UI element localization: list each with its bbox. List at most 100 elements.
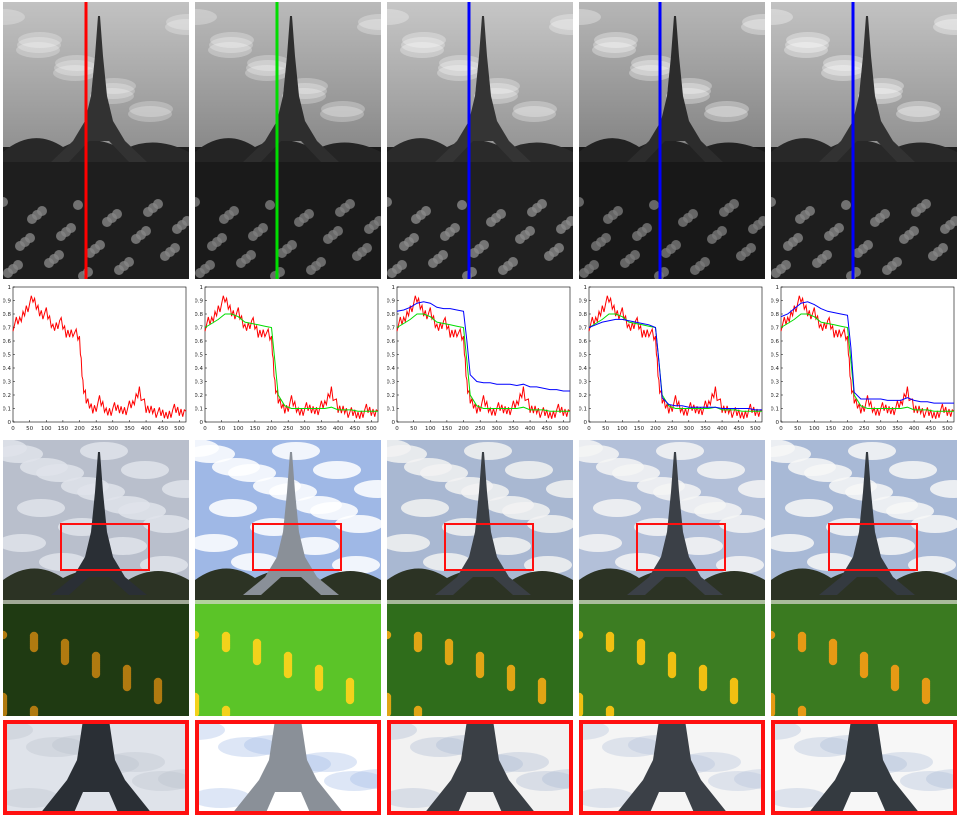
- profile-line-2: [276, 2, 279, 279]
- y-tick-label: 0.9: [387, 299, 395, 305]
- y-tick-label: 0.2: [3, 393, 11, 399]
- x-tick-label: 300: [300, 426, 311, 432]
- y-tick-label: 0.3: [387, 380, 395, 386]
- y-tick-label: 0.4: [195, 366, 203, 372]
- x-tick-label: 150: [442, 426, 453, 432]
- illumination-map-1: [3, 2, 189, 279]
- x-tick-label: 100: [617, 426, 628, 432]
- y-tick-label: 0.5: [3, 353, 11, 359]
- y-tick-label: 0.6: [579, 339, 587, 345]
- y-tick-label: 0.5: [387, 353, 395, 359]
- y-tick-label: 0.6: [3, 339, 11, 345]
- x-tick-label: 250: [475, 426, 486, 432]
- y-tick-label: 0.9: [3, 299, 11, 305]
- plot-frame: [13, 287, 186, 422]
- x-tick-label: 250: [667, 426, 678, 432]
- y-tick-label: 1: [584, 285, 588, 291]
- x-tick-label: 500: [366, 426, 377, 432]
- x-tick-label: 500: [942, 426, 953, 432]
- profile-plot-2: 0 0.1 0.2 0.3 0.4 0.5 0.6 0.7 0.8 0.9 1 0 50 100 150 20…: [195, 284, 381, 434]
- profile-plot-svg-4: 00.10.20.30.40.50.60.70.80.910 50 100 150 20…: [579, 284, 765, 434]
- profile-plot-svg-5: 0 0.1 0.2 0.3 0.4 0.5 0.6 0.7 0.8 0.9 1 0 50 100 150 20…: [771, 284, 957, 434]
- y-tick-label: 0.7: [579, 326, 587, 332]
- x-tick-label: 0: [587, 426, 591, 432]
- x-tick-label: 200: [458, 426, 469, 432]
- x-tick-label: 400: [525, 426, 536, 432]
- y-tick-label: 0.1: [771, 407, 779, 413]
- profile-plot-5: 0 0.1 0.2 0.3 0.4 0.5 0.6 0.7 0.8 0.9 1 0 50 100 150 20…: [771, 284, 957, 434]
- x-tick-label: 300: [684, 426, 695, 432]
- y-tick-label: 0.7: [3, 326, 11, 332]
- x-tick-label: 400: [141, 426, 152, 432]
- y-tick-label: 0.5: [771, 353, 779, 359]
- profile-plot-svg-2: 00.10.20.30.40.50.60.70.80.910 50 100 150 20…: [195, 284, 381, 434]
- profile-line-4: [659, 2, 662, 279]
- x-tick-label: 200: [266, 426, 277, 432]
- x-tick-label: 50: [218, 426, 225, 432]
- x-tick-label: 150: [826, 426, 837, 432]
- plot-frame: [397, 287, 570, 422]
- plot-frame: [589, 287, 762, 422]
- x-tick-label: 150: [634, 426, 645, 432]
- y-tick-label: 0.7: [771, 326, 779, 332]
- zoomed-crop-1: [3, 720, 189, 815]
- y-tick-label: 0.9: [195, 299, 203, 305]
- x-tick-label: 350: [508, 426, 519, 432]
- y-tick-label: 0.1: [579, 407, 587, 413]
- illumination-map-3: [387, 2, 573, 279]
- x-tick-label: 400: [717, 426, 728, 432]
- y-tick-label: 0.7: [387, 326, 395, 332]
- x-tick-label: 450: [541, 426, 552, 432]
- x-tick-label: 50: [602, 426, 609, 432]
- x-tick-label: 0: [779, 426, 783, 432]
- x-tick-label: 300: [492, 426, 503, 432]
- y-tick-label: 1: [200, 285, 204, 291]
- y-tick-label: 1: [8, 285, 12, 291]
- x-tick-label: 300: [876, 426, 887, 432]
- illumination-map-4: [579, 2, 765, 279]
- y-tick-label: 1: [392, 285, 396, 291]
- y-tick-label: 0.1: [195, 407, 203, 413]
- profile-plot-3: 0 0.1 0.2 0.3 0.4 0.5 0.6 0.7 0.8 0.9 1 0 50 100 150 20…: [387, 284, 573, 434]
- x-tick-label: 250: [283, 426, 294, 432]
- profile-plot-svg-1: 0 0.1 0.2 0.3 0.4 0.5 0.6 0.7 0.8 0.9 1 0 50 100 150 20…: [3, 284, 189, 434]
- y-tick-label: 0.3: [579, 380, 587, 386]
- y-tick-label: 0.9: [771, 299, 779, 305]
- y-tick-label: 0.3: [771, 380, 779, 386]
- profile-line-3: [468, 2, 471, 279]
- x-tick-label: 350: [316, 426, 327, 432]
- profile-plot-svg-3: 0 0.1 0.2 0.3 0.4 0.5 0.6 0.7 0.8 0.9 1 0 50 100 150 20…: [387, 284, 573, 434]
- y-tick-label: 0.4: [579, 366, 587, 372]
- enhanced-image-5: [771, 440, 957, 716]
- y-tick-label: 0.8: [195, 312, 203, 318]
- y-tick-label: 1: [776, 285, 780, 291]
- y-tick-label: 0.8: [387, 312, 395, 318]
- x-tick-label: 350: [892, 426, 903, 432]
- y-tick-label: 0.3: [3, 380, 11, 386]
- x-tick-label: 500: [174, 426, 185, 432]
- x-tick-label: 100: [425, 426, 436, 432]
- y-tick-label: 0.3: [195, 380, 203, 386]
- zoomed-crop-5: [771, 720, 957, 815]
- x-tick-label: 450: [157, 426, 168, 432]
- y-tick-label: 0.8: [771, 312, 779, 318]
- y-tick-label: 0.5: [195, 353, 203, 359]
- y-tick-label: 0.9: [579, 299, 587, 305]
- y-tick-label: 0.5: [579, 353, 587, 359]
- x-tick-label: 100: [809, 426, 820, 432]
- x-tick-label: 450: [733, 426, 744, 432]
- x-tick-label: 150: [250, 426, 261, 432]
- x-tick-label: 100: [41, 426, 52, 432]
- profile-plot-1: 0 0.1 0.2 0.3 0.4 0.5 0.6 0.7 0.8 0.9 1 0 50 100 150 20…: [3, 284, 189, 434]
- profile-line-1: [85, 2, 88, 279]
- enhanced-image-1: [3, 440, 189, 716]
- profile-plot-4: 0 0.1 0.2 0.3 0.4 0.5 0.6 0.7 0.8 0.9 1 0 50 100 150 20…: [579, 284, 765, 434]
- zoomed-crop-3: [387, 720, 573, 815]
- x-tick-label: 350: [700, 426, 711, 432]
- x-tick-label: 50: [410, 426, 417, 432]
- x-tick-label: 150: [58, 426, 69, 432]
- y-tick-label: 0.4: [771, 366, 779, 372]
- y-tick-label: 0.6: [771, 339, 779, 345]
- x-tick-label: 0: [11, 426, 15, 432]
- y-tick-label: 0.4: [387, 366, 395, 372]
